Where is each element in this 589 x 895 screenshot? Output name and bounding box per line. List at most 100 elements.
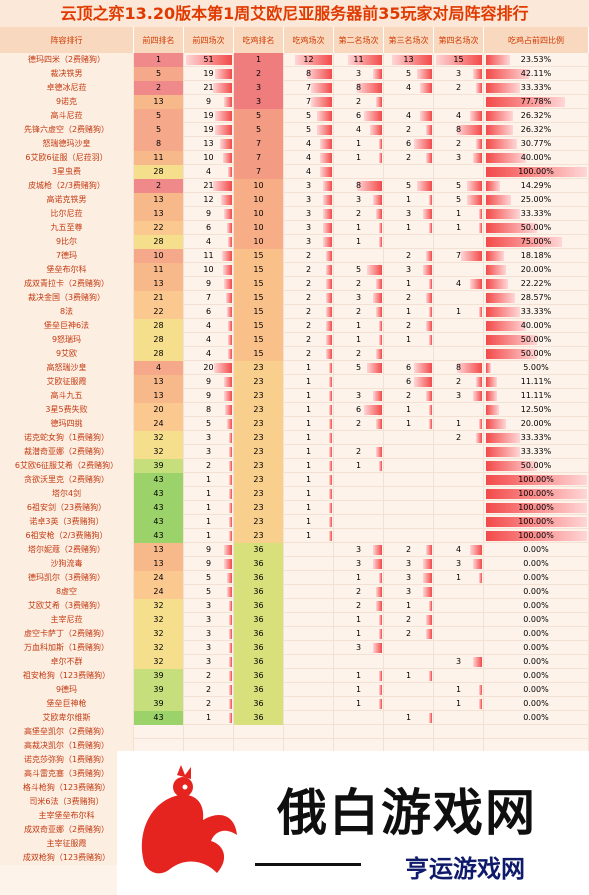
value-bar <box>228 349 232 359</box>
top4-count: 21 <box>184 179 234 193</box>
second-count: 3 <box>334 641 384 655</box>
value-bar <box>366 265 382 275</box>
win-ratio-text: 33.33% <box>520 433 552 442</box>
win-rank-text: 1 <box>255 55 262 64</box>
ratio-bar <box>486 419 507 429</box>
value-bar <box>220 139 232 149</box>
value-bar <box>229 671 232 681</box>
value-bar <box>229 475 232 485</box>
ratio-bar <box>486 181 501 191</box>
top4-count: 4 <box>184 235 234 249</box>
fourth-count: 1 <box>434 207 484 221</box>
third-count: 2 <box>384 123 434 137</box>
top4-count: 9 <box>184 207 234 221</box>
lineup-name-text: 6祖安枪（2/3费赌狗） <box>25 531 108 540</box>
win-rank-text: 23 <box>253 377 264 386</box>
lineup-name-text: 9怒瑞玛 <box>51 335 82 344</box>
win-rank: 36 <box>234 557 284 571</box>
second-count: 2 <box>334 277 384 291</box>
top4-rank: 43 <box>134 473 184 487</box>
second-count: 2 <box>334 305 384 319</box>
second-count-text: 2 <box>355 447 362 456</box>
win-rank-text: 36 <box>253 699 264 708</box>
lineup-name: 9诺克 <box>0 95 134 109</box>
win-ratio-text: 33.33% <box>520 447 552 456</box>
value-bar <box>375 419 382 429</box>
fourth-count-text: 1 <box>455 223 462 232</box>
win-count: 5 <box>284 109 334 123</box>
value-bar <box>223 545 232 555</box>
second-count-text: 4 <box>355 125 362 134</box>
win-count <box>284 557 334 571</box>
second-count <box>334 515 384 529</box>
top4-count-text: 3 <box>205 601 212 610</box>
win-rank-text: 10 <box>253 181 264 190</box>
value-bar <box>478 419 482 429</box>
value-bar <box>229 489 232 499</box>
third-count: 3 <box>384 585 434 599</box>
value-bar <box>369 125 382 135</box>
second-count: 3 <box>334 291 384 305</box>
win-rank-text: 36 <box>253 587 264 596</box>
fourth-count <box>434 459 484 473</box>
top4-count-text: 51 <box>203 55 214 64</box>
second-count: 1 <box>334 235 384 249</box>
win-count-text: 1 <box>305 461 312 470</box>
fourth-count: 8 <box>434 361 484 375</box>
ratio-bar <box>486 55 510 65</box>
third-count: 1 <box>384 221 434 235</box>
fourth-count: 3 <box>434 151 484 165</box>
value-bar <box>372 69 382 79</box>
top4-count: 1 <box>184 473 234 487</box>
third-count-text: 2 <box>405 545 412 554</box>
value-bar <box>413 377 432 387</box>
win-ratio: 23.53% <box>484 53 589 67</box>
lineup-name: 万血科加斯（1费赌狗） <box>0 641 134 655</box>
win-rank: 10 <box>234 221 284 235</box>
top4-rank-text: 28 <box>153 237 164 246</box>
second-count-text: 2 <box>355 601 362 610</box>
fourth-count-text: 1 <box>455 699 462 708</box>
third-count: 1 <box>384 277 434 291</box>
watermark-logo: 俄白游戏网 亨运游戏网 <box>117 751 589 895</box>
win-ratio-text: 28.57% <box>520 293 552 302</box>
win-count: 2 <box>284 263 334 277</box>
top4-rank: 13 <box>134 389 184 403</box>
fourth-count-text: 4 <box>455 111 462 120</box>
top4-rank-text: 32 <box>153 601 164 610</box>
win-ratio: 20.00% <box>484 417 589 431</box>
table-row: 德玛四挑 24 5 23 1 2 1 1 20.00% <box>0 417 589 431</box>
table-row: 艾欧卑尔维斯 43 1 36 1 0.00% <box>0 711 589 725</box>
win-rank-text: 23 <box>253 447 264 456</box>
win-count: 1 <box>284 417 334 431</box>
second-count-text: 11 <box>353 55 364 64</box>
win-rank-text: 23 <box>253 531 264 540</box>
win-count-text: 2 <box>305 293 312 302</box>
value-bar <box>357 181 382 191</box>
win-rank: 36 <box>234 585 284 599</box>
value-bar <box>357 83 382 93</box>
win-ratio: 50.00% <box>484 347 589 361</box>
third-count <box>384 683 434 697</box>
lineup-name-text: 九五至尊 <box>50 223 83 232</box>
top4-count: 3 <box>184 655 234 669</box>
top4-count: 11 <box>184 249 234 263</box>
second-count-text: 3 <box>355 293 362 302</box>
second-count: 2 <box>334 347 384 361</box>
second-count-text: 2 <box>355 209 362 218</box>
value-bar <box>325 293 332 303</box>
win-ratio-text: 50.00% <box>520 349 552 358</box>
win-ratio-text: 0.00% <box>523 559 549 568</box>
win-ratio-text: 22.22% <box>520 279 552 288</box>
lineup-name: 3星5费失败 <box>0 403 134 417</box>
third-count: 5 <box>384 179 434 193</box>
top4-count: 2 <box>184 459 234 473</box>
top4-rank: 28 <box>134 347 184 361</box>
second-count: 1 <box>334 683 384 697</box>
table-row: 9怒瑞玛 28 4 15 2 1 1 50.00% <box>0 333 589 347</box>
win-ratio-text: 0.00% <box>523 601 549 610</box>
third-count <box>384 95 434 109</box>
second-count: 2 <box>334 95 384 109</box>
third-count <box>384 529 434 543</box>
top4-count: 5 <box>184 571 234 585</box>
